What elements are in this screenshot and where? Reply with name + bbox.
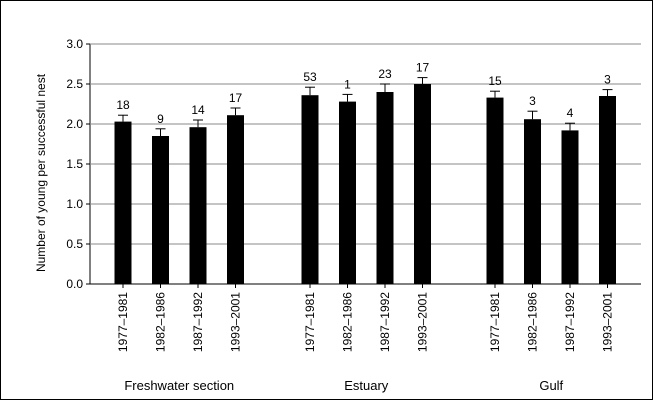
bar <box>114 121 132 284</box>
bar <box>339 101 356 284</box>
x-category-label: 1982–1986 <box>154 292 168 352</box>
data-label: 18 <box>116 98 130 112</box>
bar <box>301 95 319 284</box>
bar <box>414 84 431 284</box>
data-labels: 18 9 14 17 53 1 23 17 15 3 4 3 <box>116 61 611 126</box>
bar <box>561 130 579 284</box>
group-label: Freshwater section <box>124 378 234 393</box>
bar <box>524 119 541 284</box>
y-axis-ticks: 0.0 0.5 1.0 1.5 2.0 2.5 3.0 <box>66 37 90 291</box>
y-axis-title: Number of young per successful nest <box>34 73 48 272</box>
x-axis-category-labels: 1977–1981 1982–1986 1987–1992 1993–2001 1977… <box>116 284 615 352</box>
y-tick-label: 2.5 <box>66 77 83 91</box>
y-tick-label: 1.5 <box>66 157 83 171</box>
x-category-label: 1987–1992 <box>378 292 392 352</box>
data-label: 1 <box>344 77 351 91</box>
x-category-label: 1977–1981 <box>303 292 317 352</box>
data-label: 14 <box>191 103 205 117</box>
x-category-label: 1977–1981 <box>116 292 130 352</box>
y-tick-label: 3.0 <box>66 37 83 51</box>
bar <box>486 97 504 284</box>
data-label: 17 <box>229 91 243 105</box>
gridlines <box>89 43 641 285</box>
bar <box>227 115 244 284</box>
group-label: Gulf <box>539 378 563 393</box>
x-category-label: 1982–1986 <box>341 292 355 352</box>
y-tick-label: 0.5 <box>66 237 83 251</box>
data-label: 23 <box>378 67 392 81</box>
group-labels: Freshwater section Estuary Gulf <box>124 378 563 393</box>
error-bars <box>118 77 613 136</box>
data-label: 17 <box>416 61 430 75</box>
x-category-label: 1987–1992 <box>191 292 205 352</box>
data-label: 3 <box>604 73 611 87</box>
bar <box>189 127 207 284</box>
data-label: 15 <box>488 74 502 88</box>
bar <box>376 92 394 284</box>
y-tick-label: 0.0 <box>66 277 83 291</box>
x-category-label: 1993–2001 <box>601 292 615 352</box>
group-label: Estuary <box>344 378 389 393</box>
data-label: 4 <box>567 106 574 120</box>
data-label: 3 <box>529 94 536 108</box>
data-label: 53 <box>303 70 317 84</box>
x-category-label: 1987–1992 <box>563 292 577 352</box>
data-label: 9 <box>157 112 164 126</box>
bar <box>152 136 169 284</box>
x-category-label: 1977–1981 <box>488 292 502 352</box>
bars <box>114 84 616 284</box>
y-tick-label: 1.0 <box>66 197 83 211</box>
y-tick-label: 2.0 <box>66 117 83 131</box>
x-category-label: 1993–2001 <box>229 292 243 352</box>
bar <box>599 96 616 284</box>
x-category-label: 1993–2001 <box>416 292 430 352</box>
x-category-label: 1982–1986 <box>526 292 540 352</box>
